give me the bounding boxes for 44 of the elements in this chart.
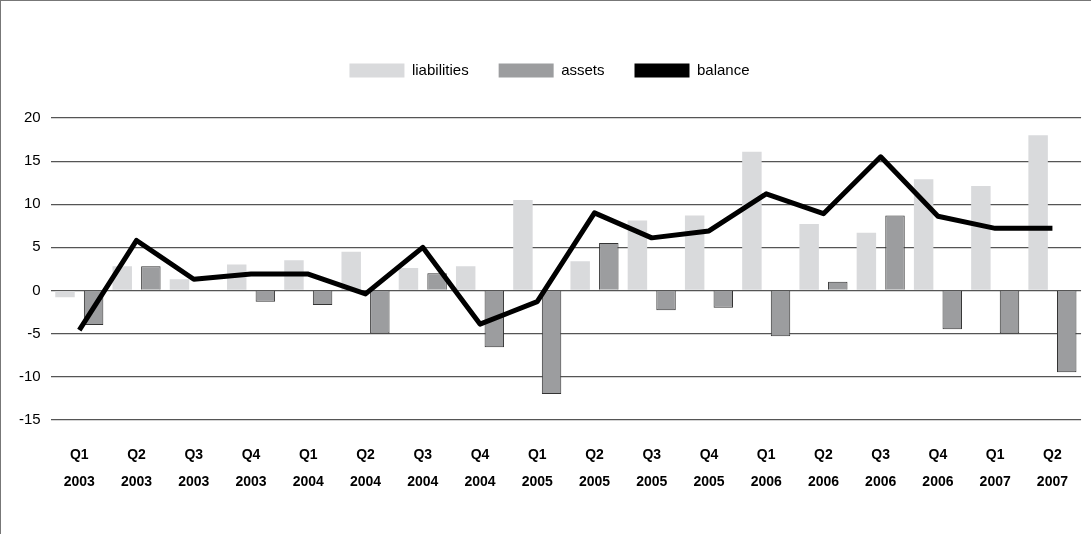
legend-label: balance xyxy=(697,60,750,78)
bar xyxy=(742,151,762,290)
x-tick-label: Q1 2004 xyxy=(292,445,325,489)
x-tick-label: Q2 2003 xyxy=(120,445,153,489)
bar xyxy=(55,291,75,298)
y-tick-label: -5 xyxy=(27,323,41,341)
y-tick-label: 15 xyxy=(23,151,41,169)
bar xyxy=(913,179,934,290)
x-tick-label: Q1 2007 xyxy=(979,445,1011,489)
bar xyxy=(169,279,190,290)
x-tick-label: Q3 2003 xyxy=(178,445,210,489)
legend-label: assets xyxy=(561,60,605,78)
x-tick-label: Q4 2004 xyxy=(464,445,496,489)
bar xyxy=(1028,135,1048,290)
legend-label: liabilities xyxy=(411,60,469,78)
x-tick-label: Q3 2005 xyxy=(636,445,668,489)
bar xyxy=(341,251,361,290)
y-tick-label: 0 xyxy=(32,280,41,298)
x-tick-label: Q4 2006 xyxy=(922,445,954,489)
x-tick-label: Q4 2005 xyxy=(693,445,725,489)
x-tick-label: Q1 2005 xyxy=(521,445,554,489)
x-tick-label: Q2 2005 xyxy=(578,445,611,489)
x-tick-label: Q2 2004 xyxy=(349,445,382,489)
bar xyxy=(570,261,590,290)
y-tick-label: -10 xyxy=(18,366,41,384)
x-tick-label: Q1 2003 xyxy=(63,445,96,489)
bar xyxy=(513,199,533,290)
bar xyxy=(799,224,819,290)
bar xyxy=(627,220,648,290)
y-tick-label: -15 xyxy=(18,409,41,427)
bar xyxy=(971,186,991,290)
bar xyxy=(398,268,419,290)
y-tick-label: 10 xyxy=(23,194,41,212)
x-tick-label: Q2 2007 xyxy=(1036,445,1069,489)
bar xyxy=(684,215,705,290)
x-tick-label: Q4 2003 xyxy=(235,445,267,489)
x-tick-label: Q2 2006 xyxy=(807,445,840,489)
y-tick-label: 20 xyxy=(23,108,41,126)
bar xyxy=(856,232,877,290)
x-tick-label: Q1 2006 xyxy=(750,445,782,489)
x-tick-label: Q3 2006 xyxy=(865,445,897,489)
y-tick-label: 5 xyxy=(32,237,41,255)
x-tick-label: Q3 2004 xyxy=(407,445,439,489)
bar xyxy=(455,266,476,290)
